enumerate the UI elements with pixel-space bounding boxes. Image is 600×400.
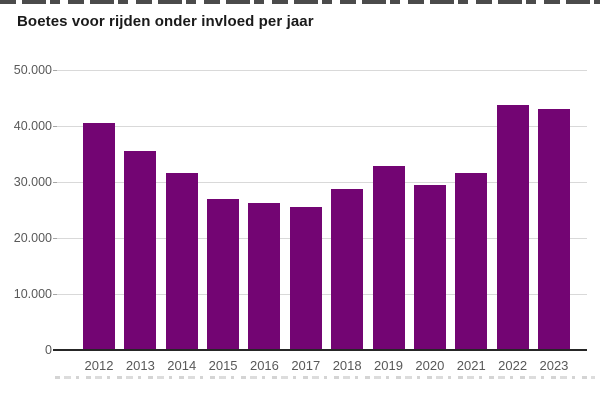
x-axis-label-2023: 2023 (539, 358, 569, 373)
bar-2021 (455, 173, 487, 349)
y-axis-label-40.000: 40.000 (13, 119, 52, 133)
gridline-30.000 (57, 182, 587, 183)
x-axis-label-2012: 2012 (84, 358, 114, 373)
bar-2017 (290, 207, 322, 349)
plot-area (53, 70, 587, 351)
bar-2014 (166, 173, 198, 349)
y-axis-label-0: 0 (45, 343, 52, 357)
bar-2023 (538, 109, 570, 349)
y-axis-label-50.000: 50.000 (13, 63, 52, 77)
y-axis-label-30.000: 30.000 (13, 175, 52, 189)
cropped-text-strip-bottom (55, 376, 595, 379)
bar-2020 (414, 185, 446, 349)
x-axis-label-2014: 2014 (167, 358, 197, 373)
bar-2019 (373, 166, 405, 349)
y-tick-40.000 (53, 126, 57, 127)
x-axis-label-2021: 2021 (456, 358, 486, 373)
x-axis-label-2019: 2019 (374, 358, 403, 373)
x-axis-label-2013: 2013 (125, 358, 155, 373)
bar-2015 (207, 199, 239, 349)
cropped-text-strip-top (0, 0, 600, 4)
y-axis-label-20.000: 20.000 (13, 231, 52, 245)
x-axis-label-2020: 2020 (415, 358, 445, 373)
chart-title: Boetes voor rijden onder invloed per jaa… (17, 13, 314, 30)
x-axis-label-2017: 2017 (291, 358, 321, 373)
x-axis-line (53, 349, 587, 351)
x-axis-label-2018: 2018 (332, 358, 362, 373)
y-tick-20.000 (53, 238, 57, 239)
x-axis-label-2022: 2022 (498, 358, 528, 373)
y-tick-50.000 (53, 70, 57, 71)
bar-2022 (497, 105, 529, 349)
gridline-10.000 (57, 294, 587, 295)
y-tick-10.000 (53, 294, 57, 295)
y-tick-30.000 (53, 182, 57, 183)
bar-2013 (124, 151, 156, 349)
y-axis-label-10.000: 10.000 (13, 287, 52, 301)
gridline-40.000 (57, 126, 587, 127)
bar-2016 (248, 203, 280, 349)
bar-2012 (83, 123, 115, 349)
gridline-50.000 (57, 70, 587, 71)
gridline-20.000 (57, 238, 587, 239)
x-axis-label-2015: 2015 (208, 358, 238, 373)
x-axis-label-2016: 2016 (249, 358, 279, 373)
bar-2018 (331, 189, 363, 349)
